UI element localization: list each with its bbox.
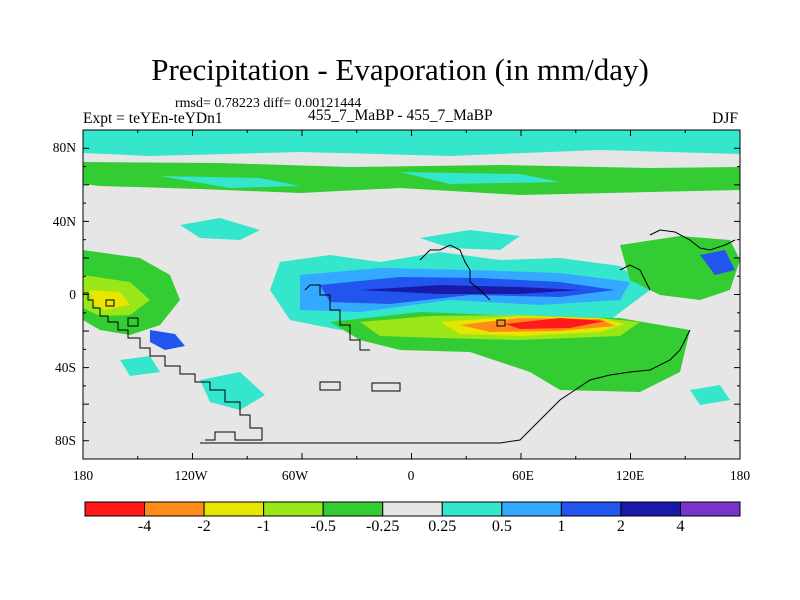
y-tick-label-80n: 80N [52,140,76,155]
x-tick-label-180w: 180 [72,468,94,483]
x-tick-label-60e: 60E [512,468,534,483]
colorbar-label: -2 [197,518,211,535]
colorbar-swatch [679,501,741,517]
map-field [83,130,740,459]
x-tick-label-120e: 120E [615,468,645,483]
east-blue-patch [700,250,735,275]
colorbar-swatch [441,501,503,517]
colorbar-label: 0.5 [491,518,512,535]
y-tick-label-80s: 80S [54,433,76,448]
northern-cyan-band [160,172,560,188]
equatorial-darkblue [360,285,580,294]
x-tick-label-60w: 60W [281,468,309,483]
colorbar-swatch [620,501,681,517]
arctic-cyan-band [83,130,740,156]
season-label: DJF [712,110,738,127]
colorbar [84,501,741,517]
colorbar-label: 0.25 [428,518,457,535]
y-tick-label-0: 0 [69,287,76,302]
subtitle: 455_7_MaBP - 455_7_MaBP [308,107,493,124]
colorbar-label: 4 [676,518,685,535]
east-green-zone [620,236,740,300]
colorbar-swatch [84,501,146,517]
y-tick-label-40s: 40S [54,360,76,375]
west-blue-patch [150,330,185,350]
colorbar-label: 1 [557,518,566,535]
colorbar-swatch [144,501,205,517]
pacific-cyan-north [180,218,520,250]
southern-red [505,318,605,329]
southern-cyan-patches [120,356,730,410]
x-tick-label-180e: 180 [729,468,751,483]
colorbar-label: -4 [137,518,152,535]
stats-line: rmsd= 0.78223 diff= 0.00121444 [175,96,362,111]
chart-title: Precipitation - Evaporation (in mm/day) [151,52,649,87]
colorbar-label: -0.5 [310,518,336,535]
colorbar-swatch [501,501,562,517]
colorbar-swatch [263,501,324,517]
colorbar-label: -0.25 [366,518,400,535]
x-tick-label-0: 0 [407,468,415,483]
colorbar-label: 2 [616,518,625,535]
colorbar-swatch [203,501,265,517]
colorbar-swatch [560,501,622,517]
experiment-label: Expt = teYEn-teYDn1 [83,110,223,127]
y-tick-label-40n: 40N [52,214,76,229]
colorbar-swatch [382,501,443,517]
axis-ticks [82,129,741,460]
x-tick-label-120w: 120W [174,468,208,483]
coastlines [83,229,736,444]
colorbar-swatch [322,501,384,517]
colorbar-label: -1 [256,518,271,535]
